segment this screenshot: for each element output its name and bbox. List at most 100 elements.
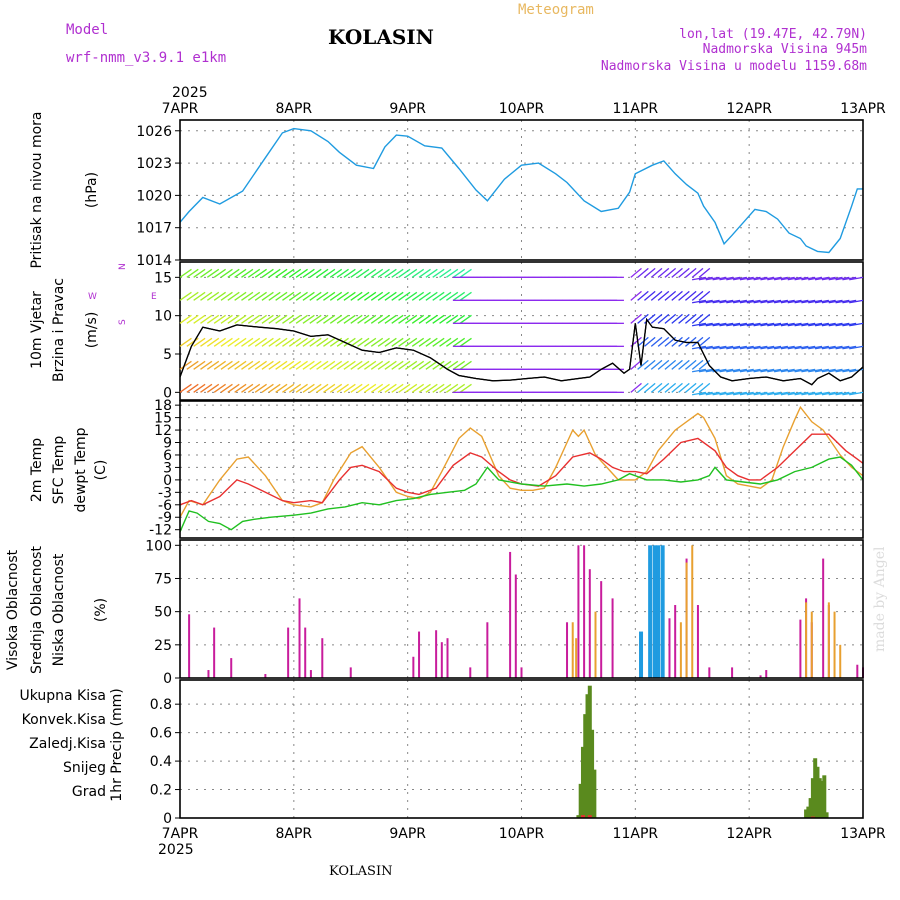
wind-barb (637, 336, 649, 347)
wind-barb (432, 360, 445, 370)
wind-barb (350, 291, 363, 301)
wind-barb (261, 268, 274, 278)
wind-barb (357, 268, 370, 278)
wind-barb (801, 322, 816, 327)
wind-barb (828, 322, 843, 327)
wind-barb (323, 360, 336, 370)
y-tick-label: 0 (163, 473, 172, 489)
bar-srednja-oblacnost (810, 611, 813, 678)
wind-barb (637, 267, 649, 278)
wind-barb (664, 359, 677, 370)
wind-barb (821, 391, 836, 396)
wind-barb (261, 314, 274, 324)
footer-station: KOLASIN (329, 864, 392, 879)
wind-barb (692, 322, 707, 327)
wind-barb (780, 322, 795, 327)
wind-barb (411, 268, 425, 278)
wind-barb (268, 291, 281, 301)
wind-barb (705, 391, 720, 396)
compass-n: N (118, 263, 128, 270)
wind-barb (657, 359, 670, 370)
wind-barb (445, 360, 459, 370)
wind-barb (241, 360, 254, 370)
bar-ukupna-kisa (808, 798, 813, 818)
wind-barb (405, 337, 418, 347)
bar-niska-oblacnost (708, 667, 711, 678)
wind-barb (206, 268, 220, 278)
wind-barb (370, 337, 384, 347)
wind-barb (200, 383, 213, 393)
wind-barb (821, 276, 836, 281)
wind-barb (261, 360, 274, 370)
wind-barb (753, 322, 768, 327)
y-tick-label: 100 (145, 538, 172, 554)
wind-barb (726, 345, 741, 350)
wind-barb (282, 383, 295, 393)
bar-ukupna-kisa (813, 758, 818, 818)
bar-niska-oblacnost (583, 545, 586, 678)
wind-barb (452, 314, 466, 324)
wind-barb (268, 314, 281, 324)
x-tick-label-bottom: 13APR (840, 826, 886, 842)
precip-legend-item: Grad (72, 784, 106, 800)
wind-barb (364, 360, 377, 370)
wind-barb (220, 360, 233, 370)
wind-barb (247, 268, 261, 278)
bar-ukupna-kisa (592, 769, 597, 818)
bar-srednja-oblacnost (571, 622, 574, 678)
wind-barb (295, 383, 308, 393)
wind-barb (732, 322, 748, 327)
wind-barb (364, 314, 377, 324)
wind-barb (787, 276, 802, 281)
wind-barb (329, 360, 343, 370)
y-tick-label: -6 (158, 498, 172, 514)
year-top: 2025 (172, 85, 208, 101)
bar-ukupna-kisa (576, 815, 581, 818)
wind-barb (234, 337, 247, 347)
wind-barb (343, 268, 356, 278)
wind-barb (644, 290, 656, 301)
wind-barb (753, 276, 768, 281)
wind-barb (732, 391, 748, 396)
bar-visoka-oblacnost (652, 545, 657, 678)
wind-barb (261, 291, 274, 301)
wind-barb (282, 314, 295, 324)
wind-barb (459, 268, 472, 278)
wind-barb (336, 337, 349, 347)
wind-barb (302, 314, 315, 324)
bar-niska-oblacnost (765, 670, 768, 678)
wind-barb (329, 314, 343, 324)
wind-barb (801, 368, 816, 373)
wind-barb (828, 276, 843, 281)
wind-barb (227, 383, 240, 393)
wind-barb (295, 337, 308, 347)
wind-barb (760, 345, 775, 350)
series-line-pressure (179, 127, 863, 254)
wind-barb (288, 337, 302, 347)
wind-barb (712, 391, 727, 396)
station-title: KOLASIN (328, 25, 434, 49)
wind-barb (323, 314, 336, 324)
wind-barb (364, 291, 377, 301)
wind-barb (329, 291, 343, 301)
compass-s: S (118, 319, 128, 325)
y-tick-label: 25 (154, 638, 172, 654)
wind-barb (773, 299, 788, 304)
wind-barb (179, 291, 192, 301)
wind-barb (712, 345, 727, 350)
bar-ukupna-kisa (583, 714, 588, 818)
wind-barb (746, 345, 761, 350)
bar-niska-oblacnost (759, 675, 762, 678)
wind-barb (336, 291, 349, 301)
wind-barb (405, 291, 418, 301)
wind-barb (398, 337, 411, 347)
wind-barb (787, 299, 802, 304)
wind-barb (377, 383, 390, 393)
wind-barb (787, 391, 802, 396)
wind-barb (849, 276, 864, 281)
wind-barb (726, 322, 741, 327)
wind-barb (739, 276, 754, 281)
wind-barb (814, 276, 829, 281)
y-tick-label: -12 (149, 523, 172, 539)
wind-barb (323, 337, 336, 347)
